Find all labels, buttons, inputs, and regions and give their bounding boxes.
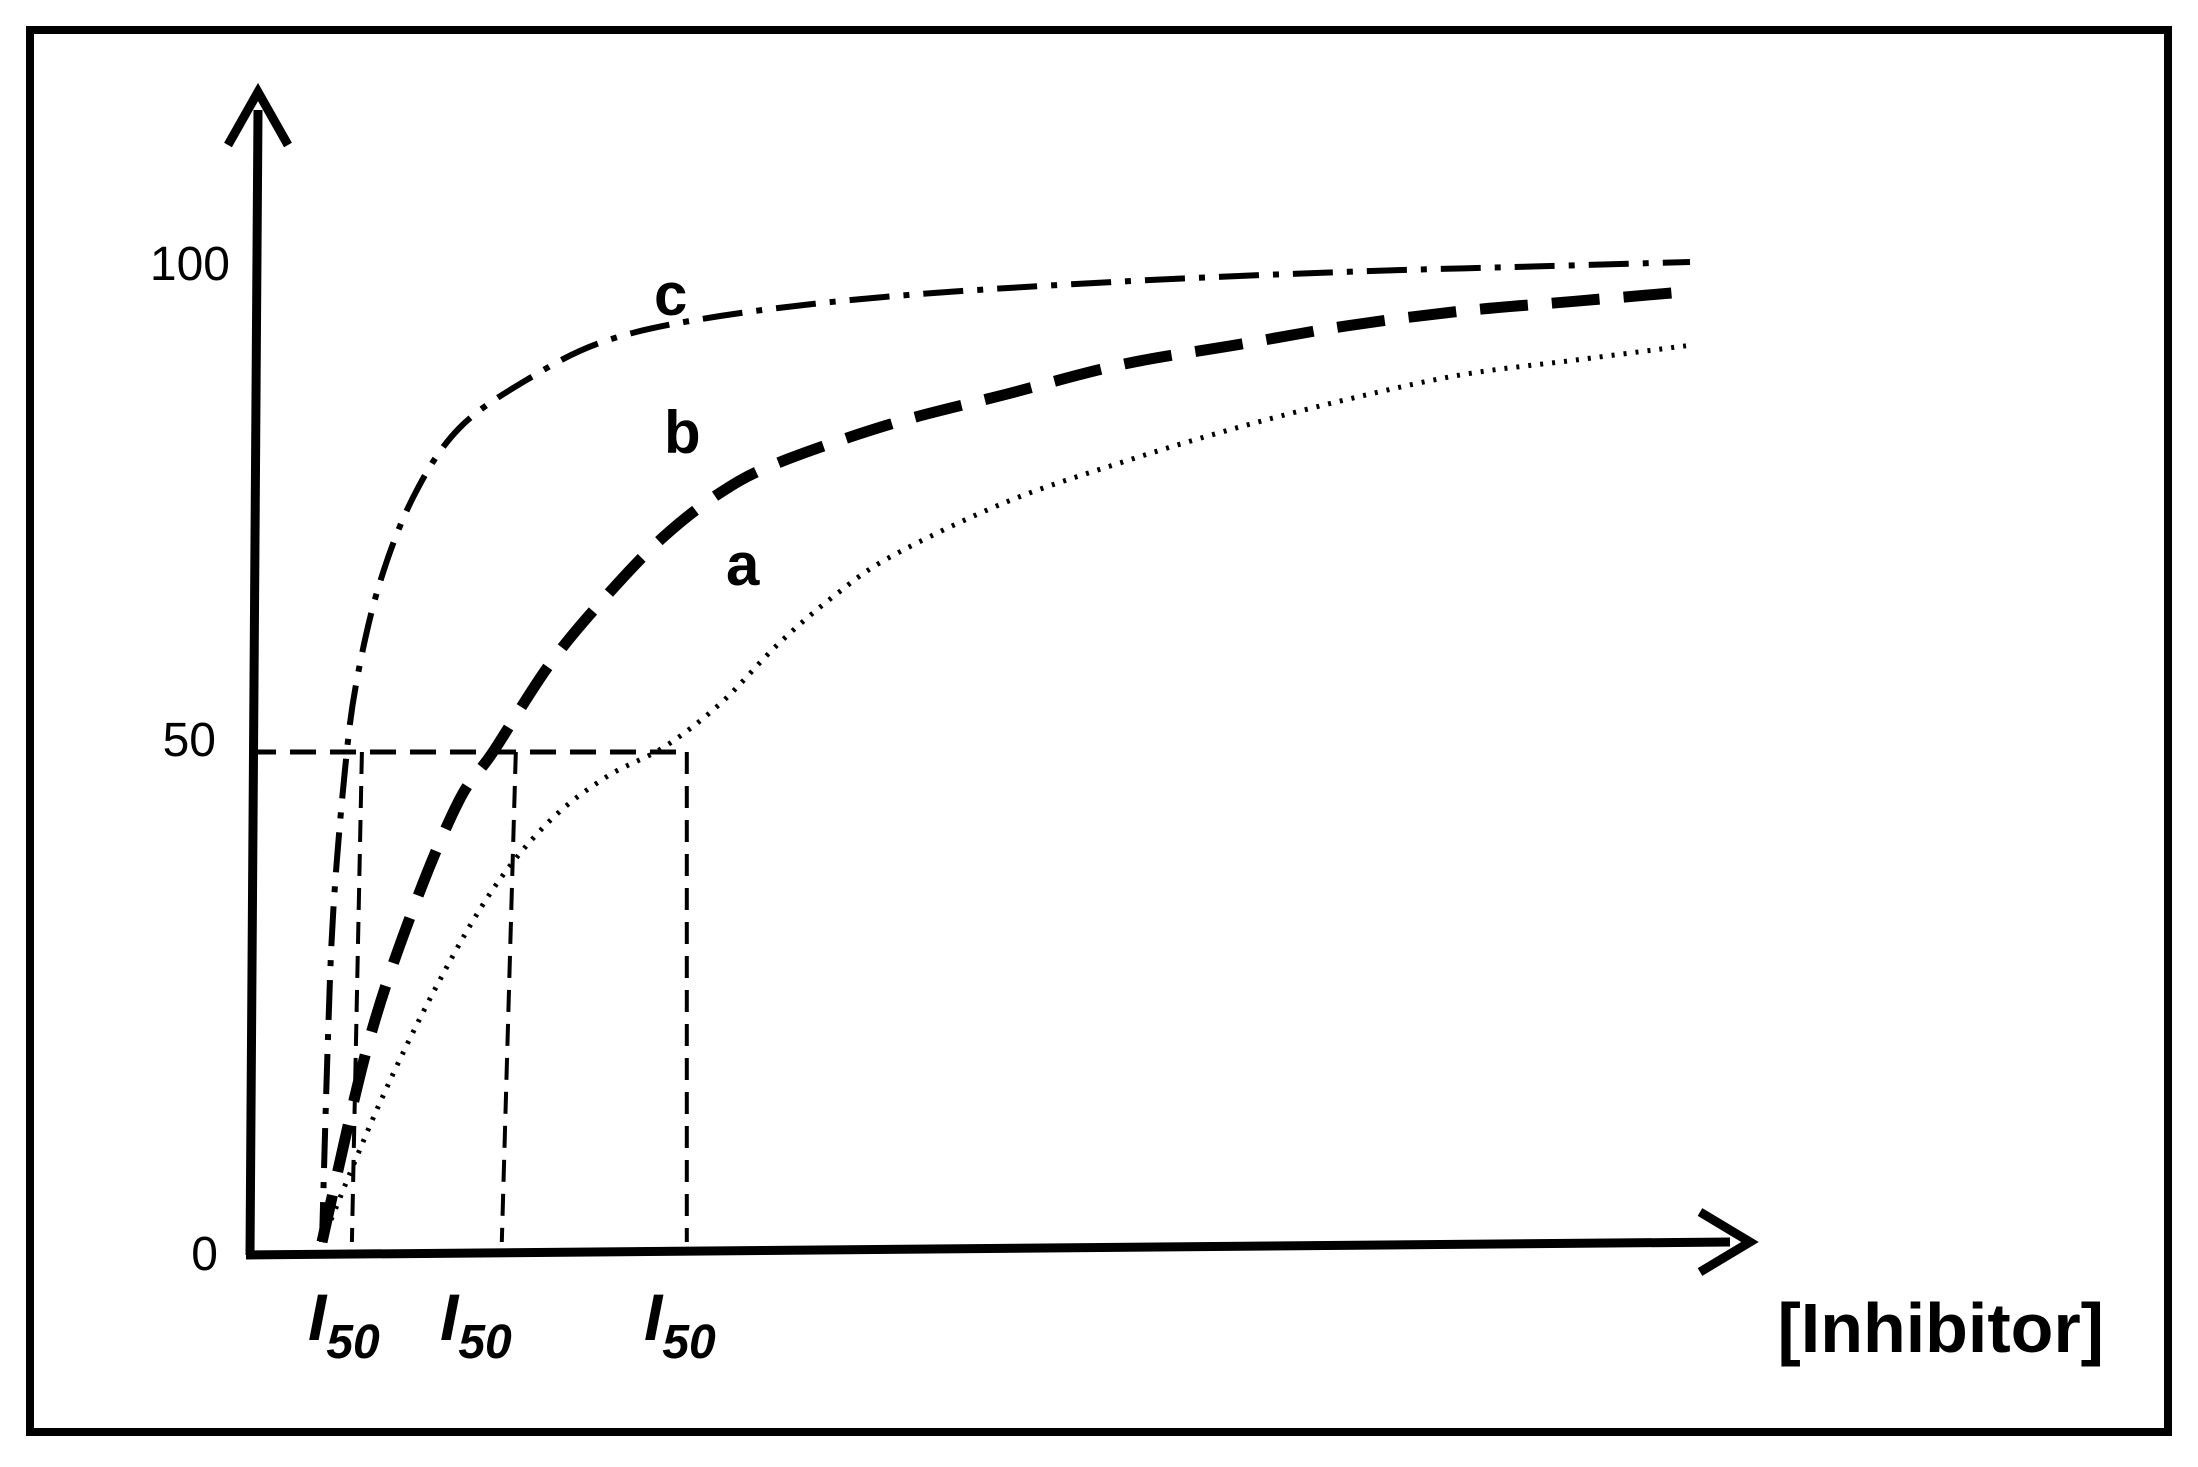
- curve-c: [319, 259, 1691, 1243]
- i50-drop-line-c: [349, 751, 364, 1243]
- figure-frame: [26, 26, 2172, 1436]
- y-tick-label-100: 100: [150, 238, 230, 291]
- y-tick-label-0: 0: [191, 1228, 218, 1281]
- curve-label-b: b: [664, 399, 701, 466]
- x-tick-label-i50-b: I50: [440, 1280, 512, 1369]
- x-axis-label: [Inhibitor]: [1777, 1289, 2104, 1367]
- curves: [316, 259, 1691, 1244]
- x-tick-label-i50-c: I50: [308, 1280, 380, 1369]
- y-axis: [245, 109, 263, 1256]
- curve-label-a: a: [726, 531, 760, 598]
- y-axis-arrowhead: [224, 82, 292, 148]
- curve-label-c: c: [654, 261, 687, 328]
- curve-a: [319, 342, 1691, 1243]
- i50-drop-line-b: [499, 751, 518, 1243]
- y-tick-label-50: 50: [163, 714, 216, 767]
- x-axis: [245, 1237, 1731, 1260]
- curve-b: [316, 285, 1691, 1244]
- i50-reference-lines: [250, 749, 689, 1243]
- x-tick-label-i50-a: I50: [644, 1280, 716, 1369]
- x-axis-arrowhead: [1697, 1208, 1759, 1276]
